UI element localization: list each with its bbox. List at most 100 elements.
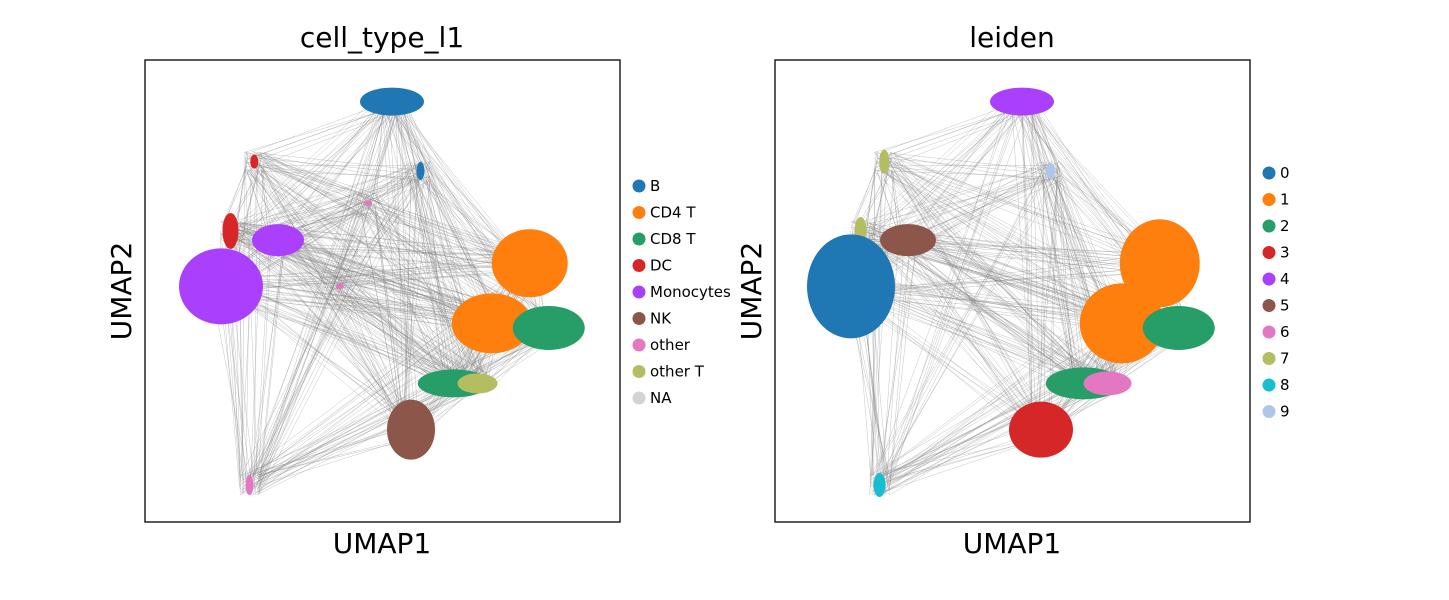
x-axis-label: UMAP1 bbox=[963, 527, 1062, 560]
edge bbox=[855, 267, 1153, 294]
legend-label: 6 bbox=[1280, 323, 1290, 341]
edge bbox=[903, 248, 1033, 426]
edge bbox=[255, 389, 461, 479]
edge bbox=[237, 163, 418, 229]
edge bbox=[244, 152, 412, 182]
edge bbox=[902, 106, 1029, 247]
edge bbox=[1016, 102, 1121, 318]
edge bbox=[220, 220, 422, 420]
edge bbox=[259, 230, 286, 493]
edge bbox=[334, 175, 431, 297]
edge bbox=[255, 152, 412, 170]
edge bbox=[251, 103, 383, 153]
edge bbox=[257, 437, 411, 487]
edge bbox=[875, 165, 1118, 315]
edge bbox=[276, 171, 421, 241]
edge bbox=[222, 178, 418, 229]
edge bbox=[361, 212, 402, 423]
edge bbox=[255, 154, 538, 266]
cluster-point-8 bbox=[873, 473, 886, 498]
edge bbox=[256, 390, 468, 496]
edge bbox=[226, 293, 471, 389]
legend-marker bbox=[632, 232, 646, 246]
edge bbox=[258, 193, 359, 476]
edge bbox=[874, 152, 1042, 182]
edge bbox=[287, 91, 400, 249]
edge bbox=[279, 243, 475, 386]
cluster-point-5 bbox=[880, 224, 936, 257]
edge bbox=[869, 171, 895, 495]
edge bbox=[901, 249, 1075, 377]
edge bbox=[330, 212, 367, 285]
cluster-point-cd8-t bbox=[512, 305, 585, 350]
edge bbox=[852, 228, 1086, 376]
edge bbox=[373, 203, 454, 389]
edge bbox=[412, 170, 455, 376]
edge bbox=[215, 296, 468, 379]
legend-label: other T bbox=[650, 363, 705, 381]
edge-layer bbox=[210, 91, 559, 496]
edge bbox=[889, 230, 912, 489]
edge bbox=[851, 283, 1110, 385]
edge bbox=[245, 161, 369, 196]
edge bbox=[392, 101, 455, 385]
edge bbox=[257, 93, 402, 495]
cluster-point-cd4-t bbox=[491, 229, 568, 298]
edge bbox=[1015, 110, 1151, 257]
edge bbox=[869, 180, 1046, 480]
edge bbox=[249, 170, 417, 482]
edge bbox=[228, 200, 373, 227]
edge bbox=[889, 91, 1024, 487]
edge bbox=[900, 246, 1078, 377]
edge bbox=[254, 170, 484, 324]
edge bbox=[401, 103, 420, 181]
edge bbox=[247, 170, 430, 178]
edge bbox=[407, 174, 418, 427]
edge bbox=[902, 175, 1041, 231]
cluster-layer bbox=[179, 87, 585, 496]
edge bbox=[287, 230, 464, 394]
edge bbox=[1045, 175, 1080, 379]
edge bbox=[898, 239, 1043, 421]
edge bbox=[374, 207, 407, 437]
edge bbox=[902, 249, 1112, 319]
edge bbox=[239, 296, 334, 479]
edge bbox=[874, 152, 1051, 420]
legend-marker bbox=[632, 285, 646, 299]
edge bbox=[1058, 180, 1075, 393]
cluster-point-1 bbox=[1119, 219, 1200, 308]
edge bbox=[242, 376, 471, 493]
edge bbox=[249, 161, 265, 495]
edge bbox=[278, 232, 419, 431]
edge bbox=[258, 161, 340, 291]
edge bbox=[224, 277, 463, 388]
edge bbox=[247, 242, 287, 493]
edge bbox=[242, 375, 469, 495]
edge bbox=[272, 175, 411, 231]
edge bbox=[413, 162, 500, 318]
edge bbox=[877, 171, 899, 234]
edge bbox=[1031, 109, 1077, 394]
edge bbox=[390, 96, 497, 322]
edge bbox=[253, 166, 412, 476]
legend-marker bbox=[1262, 405, 1276, 418]
edge bbox=[244, 157, 534, 254]
panel-cell-type: cell_type_l1 UMAP1 UMAP2 B CD4 T CD8 T DC Mo… bbox=[105, 21, 731, 560]
edge bbox=[237, 94, 402, 241]
edge bbox=[239, 239, 469, 394]
edge bbox=[244, 152, 487, 375]
panel-title: leiden bbox=[969, 21, 1055, 54]
edge bbox=[334, 106, 384, 279]
legend-label: 8 bbox=[1280, 376, 1290, 394]
edge bbox=[287, 92, 399, 247]
edge bbox=[859, 171, 1054, 235]
edge bbox=[1021, 111, 1032, 430]
edge bbox=[888, 230, 918, 495]
edge bbox=[1018, 109, 1076, 381]
edge bbox=[1042, 167, 1045, 423]
edge bbox=[401, 96, 459, 394]
edge bbox=[867, 94, 1032, 241]
edge bbox=[263, 166, 526, 274]
edge bbox=[331, 109, 398, 292]
